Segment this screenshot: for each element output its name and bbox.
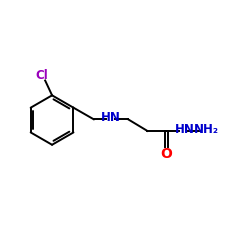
Text: HN: HN — [100, 111, 120, 124]
Text: NH₂: NH₂ — [194, 123, 218, 136]
Text: O: O — [161, 147, 172, 161]
Text: HN: HN — [174, 123, 195, 136]
Text: Cl: Cl — [35, 68, 48, 82]
